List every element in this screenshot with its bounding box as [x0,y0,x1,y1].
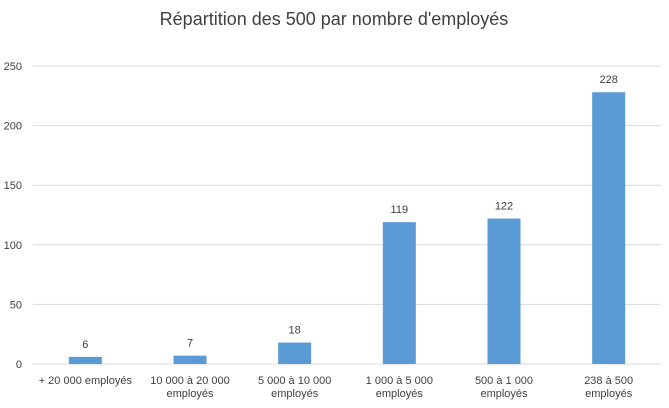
y-tick-label: 250 [4,61,22,73]
bar [487,218,521,364]
gridlines [33,65,661,365]
y-tick-label: 200 [4,121,22,133]
bar-data-label: 7 [187,338,193,350]
y-tick-label: 0 [16,359,22,371]
y-tick-label: 100 [4,240,22,252]
bar [278,342,312,364]
bar [173,355,207,364]
x-category-label: 238 à 500 employés [584,375,633,400]
bar [382,222,416,364]
x-category-label: 500 à 1 000 employés [475,375,533,400]
bar [592,92,626,364]
x-category-label: 5 000 à 10 000 employés [258,375,331,400]
y-axis-ticks: 0 50 100 150 200 250 [4,61,22,371]
x-axis-categories: + 20 000 employés 10 000 à 20 000 employés… [39,375,633,400]
data-labels: 6 7 18 119 122 228 [82,74,618,351]
bar [68,356,102,364]
chart-title: Répartition des 500 par nombre d'employé… [160,9,509,29]
x-category-label: + 20 000 employés [39,375,133,387]
bar-data-label: 122 [495,201,513,213]
x-category-label: 1 000 à 5 000 employés [366,375,433,400]
bar-data-label: 228 [599,74,617,86]
bar-data-label: 119 [391,204,409,216]
bars [68,92,626,364]
bar-data-label: 6 [82,339,88,351]
bar-data-label: 18 [289,325,301,337]
y-tick-label: 150 [4,180,22,192]
x-category-label: 10 000 à 20 000 employés [150,375,230,400]
y-tick-label: 50 [10,299,22,311]
